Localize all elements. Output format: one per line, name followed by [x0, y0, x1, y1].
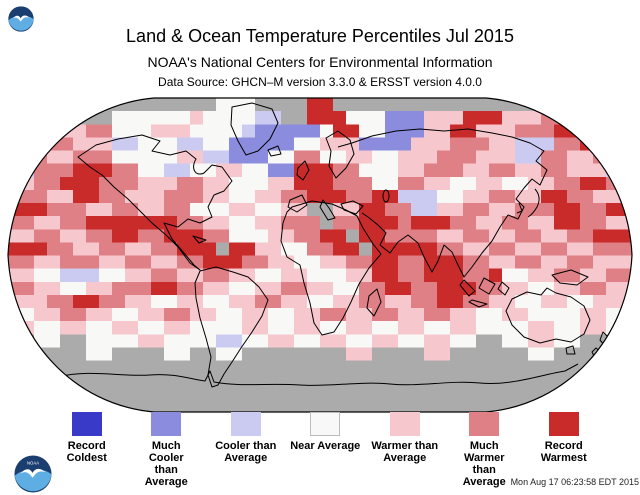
legend: Record Coldest Much Cooler than Average … [47, 412, 603, 488]
legend-item-near-average: Near Average [286, 412, 366, 488]
legend-label: Record Coldest [66, 440, 107, 464]
data-source-line: Data Source: GHCN–M version 3.3.0 & ERSS… [158, 75, 482, 89]
legend-swatch-near-average [310, 412, 341, 436]
noaa-logo-top-icon [8, 6, 34, 32]
continent-outlines [57, 102, 610, 388]
legend-label: Much Cooler than Average [144, 440, 188, 488]
legend-label: Record Warmest [540, 440, 587, 464]
noaa-logo-bottom-icon: NOAA [14, 455, 52, 493]
legend-label: Much Warmer than Average [462, 440, 506, 488]
legend-item-record-coldest: Record Coldest [47, 412, 127, 488]
legend-label: Warmer than Average [371, 440, 439, 464]
page-title: Land & Ocean Temperature Percentiles Jul… [126, 26, 514, 46]
map-cells [8, 98, 632, 412]
legend-swatch-much-warmer [469, 412, 500, 436]
legend-item-record-warmest: Record Warmest [524, 412, 604, 488]
legend-swatch-record-warmest [548, 412, 579, 436]
timestamp: Mon Aug 17 06:23:58 EDT 2015 [510, 477, 639, 487]
legend-label: Cooler than Average [215, 440, 277, 464]
legend-item-warmer: Warmer than Average [365, 412, 445, 488]
antarctica-coastline [57, 363, 579, 386]
world-map [7, 97, 633, 413]
page-subtitle: NOAA's National Centers for Environmenta… [147, 54, 493, 70]
svg-text:NOAA: NOAA [27, 461, 39, 466]
legend-label: Near Average [290, 440, 361, 452]
legend-swatch-much-cooler [151, 412, 182, 436]
legend-swatch-record-coldest [71, 412, 102, 436]
legend-item-much-warmer: Much Warmer than Average [445, 412, 525, 488]
legend-item-much-cooler: Much Cooler than Average [127, 412, 207, 488]
legend-item-cooler: Cooler than Average [206, 412, 286, 488]
legend-swatch-warmer [389, 412, 420, 436]
legend-swatch-cooler [230, 412, 261, 436]
